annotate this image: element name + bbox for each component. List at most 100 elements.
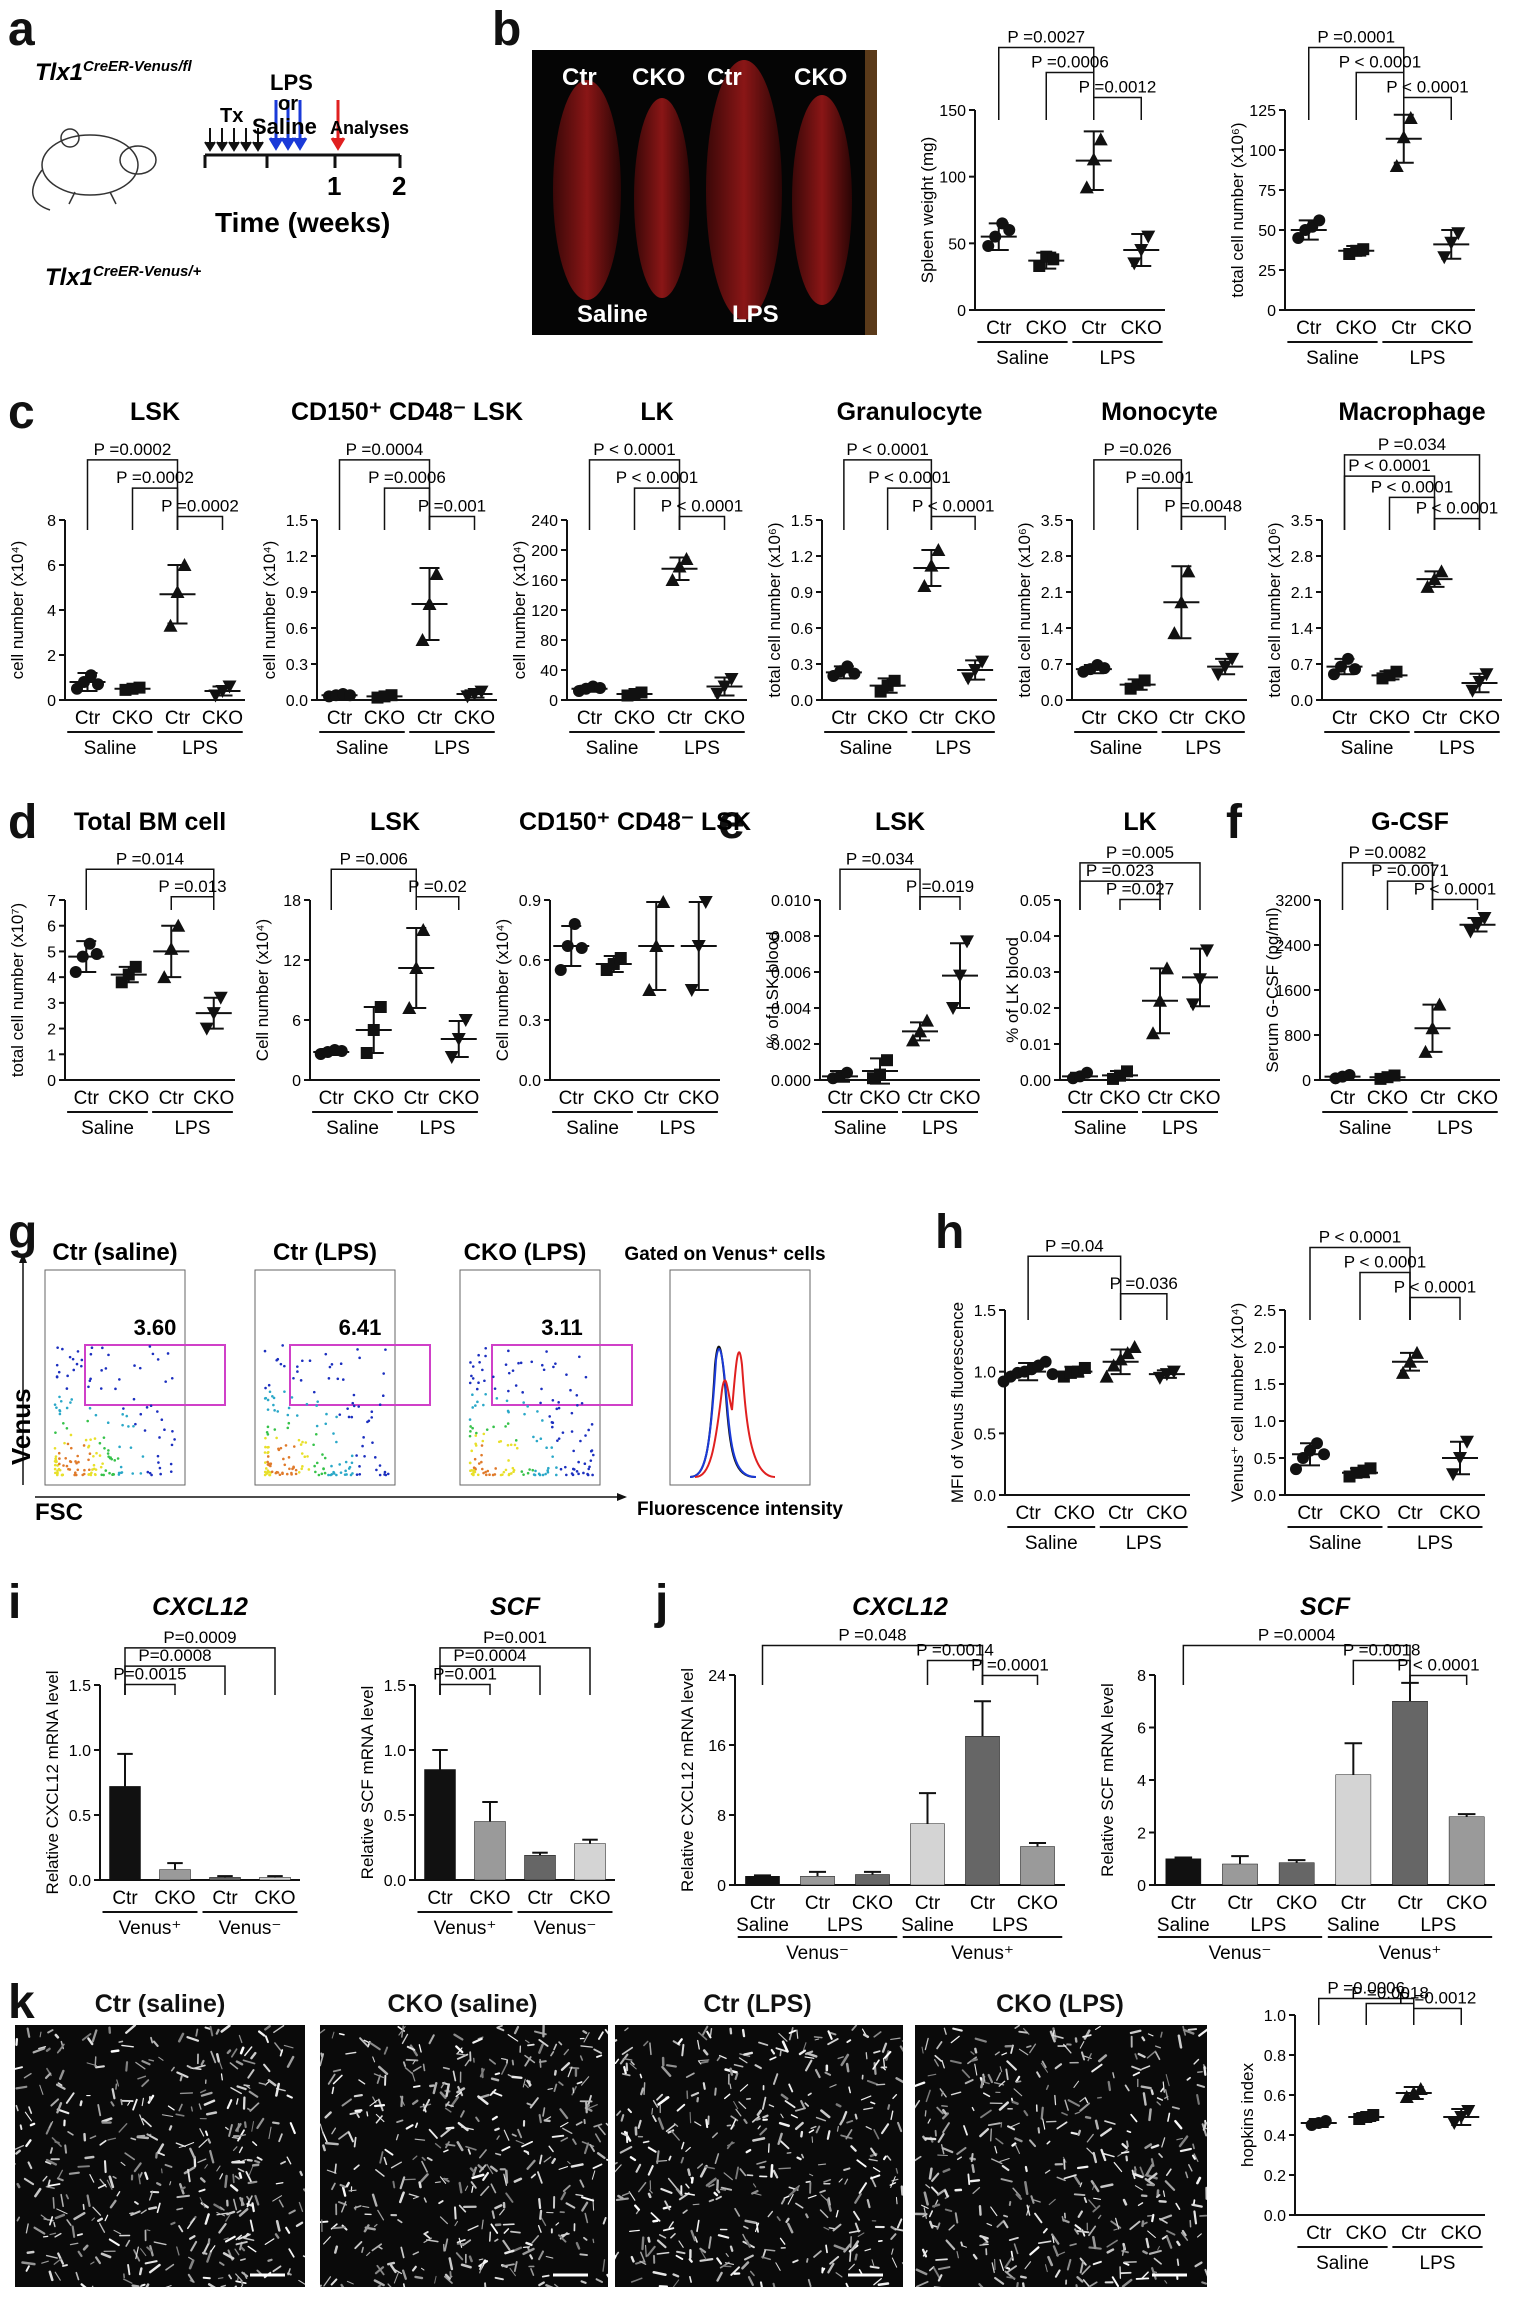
flow-event	[264, 1396, 268, 1400]
reticular-fiber	[489, 2231, 492, 2242]
reticular-fiber	[170, 2066, 175, 2072]
pvalue-label: P =0.0004	[346, 440, 424, 459]
reticular-fiber	[541, 2274, 550, 2278]
reticular-fiber	[685, 2183, 690, 2189]
reticular-fiber	[475, 2116, 480, 2123]
y-tick-label: 1.0	[974, 1365, 996, 1382]
reticular-fiber	[641, 2236, 645, 2251]
pvalue-label: P =0.0018	[1351, 1984, 1429, 2003]
pvalue-label: P =0.026	[1104, 440, 1172, 459]
flow-event	[511, 1369, 515, 1372]
flow-event	[477, 1462, 481, 1465]
flow-event	[120, 1471, 124, 1474]
reticular-fiber	[1106, 2239, 1118, 2248]
reticular-fiber	[503, 2228, 510, 2234]
flow-event	[587, 1467, 591, 1471]
flow-event	[348, 1465, 352, 1469]
data-point	[1311, 1437, 1323, 1450]
reticular-fiber	[392, 2180, 396, 2189]
reticular-fiber	[1019, 2275, 1027, 2279]
reticular-fiber	[652, 2219, 659, 2223]
flow-event	[70, 1398, 74, 1401]
flow-event	[482, 1432, 486, 1436]
flow-event	[102, 1436, 106, 1439]
reticular-fiber	[708, 2198, 715, 2203]
reticular-fiber	[804, 2059, 813, 2072]
flow-event	[273, 1409, 276, 1412]
genotype-bottom: Tlx1CreER-Venus/+	[45, 263, 202, 291]
reticular-fiber	[138, 2267, 143, 2276]
reticular-fiber	[330, 2278, 338, 2286]
reticular-fiber	[26, 2250, 35, 2254]
y-tick-label: 1.2	[791, 549, 813, 566]
flow-event	[290, 1471, 293, 1475]
reticular-fiber	[399, 2176, 406, 2190]
pvalue-bracket	[886, 487, 933, 530]
flow-event	[513, 1443, 517, 1447]
photo-label-cko-2: CKO	[794, 64, 847, 91]
y-tick-label: 0	[47, 693, 56, 710]
reticular-fiber	[231, 2159, 241, 2164]
x-tick-label: Ctr	[1420, 1088, 1446, 1109]
reticular-fiber	[1028, 2139, 1037, 2148]
reticular-fiber	[708, 2236, 712, 2249]
y-tick-label: 6	[1137, 1721, 1146, 1738]
y-tick-label: 0.5	[384, 1808, 406, 1825]
flow-title-3: CKO (LPS)	[464, 1239, 587, 1266]
panel-letter-d: d	[8, 796, 38, 849]
flow-event	[132, 1397, 136, 1401]
reticular-fiber	[770, 2163, 774, 2178]
flow-event	[386, 1472, 390, 1476]
reticular-fiber	[238, 2172, 243, 2179]
subgroup-label: Saline	[901, 1915, 954, 1936]
pvalue-label: P < 0.0001	[1348, 456, 1430, 475]
reticular-fiber	[798, 2049, 807, 2056]
genotype-top: Tlx1CreER-Venus/fl	[35, 58, 192, 86]
reticular-fiber	[1097, 2054, 1108, 2063]
data-point	[1319, 2115, 1332, 2127]
data-point	[170, 585, 185, 598]
reticular-fiber	[238, 2146, 243, 2154]
flow-event	[108, 1471, 111, 1475]
flow-event	[571, 1467, 575, 1471]
flow-event	[363, 1455, 366, 1458]
flow-event	[103, 1446, 106, 1450]
y-axis-label: % of LSK blood	[763, 931, 782, 1048]
reticular-fiber	[216, 2212, 229, 2216]
reticular-fiber	[91, 2217, 96, 2221]
pvalue-bracket	[1079, 880, 1161, 910]
reticular-fiber	[125, 2061, 129, 2072]
reticular-fiber	[667, 2177, 677, 2189]
pvalue-bracket	[170, 896, 215, 910]
reticular-fiber	[236, 2209, 242, 2214]
reticular-fiber	[922, 2214, 927, 2218]
reticular-fiber	[414, 2275, 424, 2280]
reticular-fiber	[699, 2164, 708, 2178]
reticular-fiber	[116, 2079, 120, 2087]
flow-event	[471, 1377, 475, 1380]
gate-value-2: 6.41	[339, 1315, 382, 1340]
reticular-fiber	[780, 2093, 789, 2101]
reticular-fiber	[1046, 2140, 1051, 2145]
reticular-fiber	[359, 2037, 369, 2047]
reticular-fiber	[40, 2214, 49, 2221]
data-point	[1432, 997, 1447, 1011]
reticular-fiber	[1193, 2210, 1198, 2225]
reticular-fiber	[1051, 2034, 1064, 2039]
flow-event	[471, 1365, 475, 1368]
reticular-fiber	[752, 2137, 766, 2142]
reticular-fiber	[661, 2065, 672, 2077]
reticular-fiber	[1196, 2233, 1202, 2238]
flow-event	[272, 1403, 275, 1407]
reticular-fiber	[86, 2194, 91, 2207]
bar	[965, 1736, 1000, 1886]
reticular-fiber	[558, 2166, 569, 2170]
reticular-fiber	[495, 2152, 502, 2156]
y-tick-label: 0.7	[1291, 657, 1313, 674]
y-tick-label: 0.6	[519, 953, 541, 970]
reticular-fiber	[575, 2193, 584, 2197]
reticular-fiber	[504, 2249, 515, 2255]
reticular-fiber	[651, 2107, 654, 2115]
y-tick-label: 1.0	[69, 1743, 91, 1760]
reticular-fiber	[880, 2123, 890, 2135]
